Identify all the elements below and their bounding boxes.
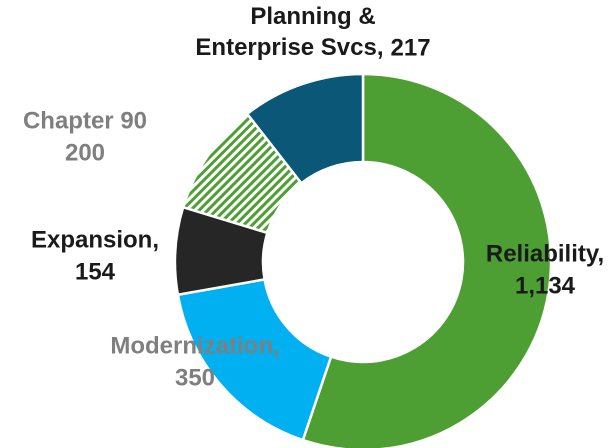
label-line: Enterprise Svcs, — [195, 34, 383, 61]
value-label: 1,134 — [515, 272, 576, 299]
value-label: 154 — [75, 258, 116, 285]
slice-label: Modernization, — [110, 332, 279, 359]
donut-slice — [245, 72, 365, 185]
label-line: Planning & — [250, 3, 375, 30]
slice-label: Expansion, — [31, 226, 159, 253]
value-label: 200 — [65, 139, 105, 166]
slice-label: Chapter 90 — [23, 107, 147, 134]
slice-label: Planning & Enterprise Svcs, — [195, 3, 383, 61]
slice-label: Reliability, — [486, 240, 604, 267]
value-label: 217 — [391, 34, 431, 61]
value-label: 350 — [175, 364, 215, 391]
donut-slice — [301, 72, 553, 448]
donut-slice — [176, 277, 333, 442]
